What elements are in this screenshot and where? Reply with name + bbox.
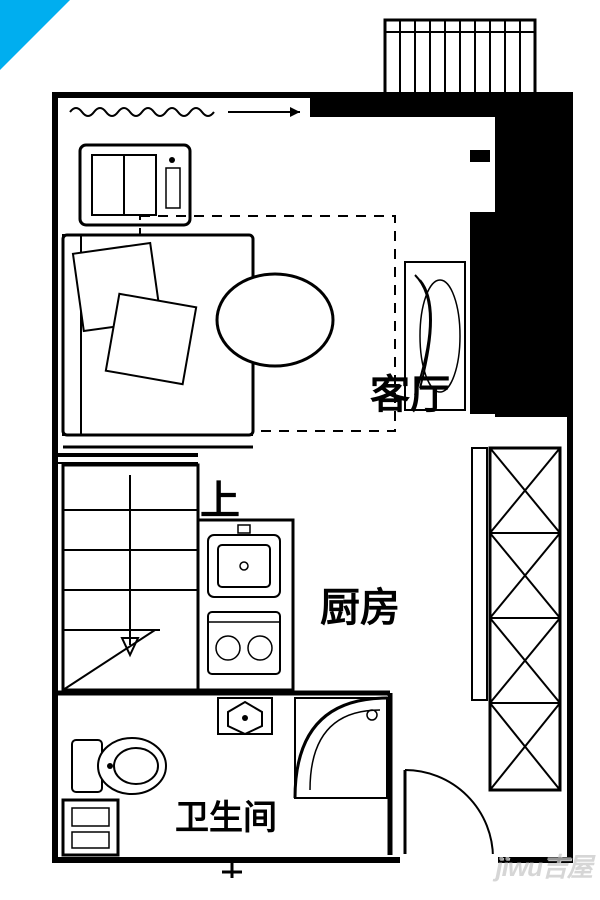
window-wave (70, 107, 300, 117)
washer (63, 800, 118, 855)
column (472, 448, 487, 700)
floorplan-canvas: 客厅 上 厨房 卫生间 jiwu吉屋 (0, 0, 600, 900)
balcony (385, 20, 535, 95)
coffee-table (217, 274, 333, 366)
wall-top-right (310, 95, 570, 117)
basin (218, 698, 272, 734)
watermark: jiwu吉屋 (495, 847, 592, 884)
floorplan-svg (0, 0, 600, 900)
stairs (63, 465, 198, 690)
wall-tv (470, 212, 495, 414)
label-kitchen: 厨房 (320, 575, 400, 633)
right-cabinets (490, 448, 560, 790)
corner-decoration (0, 0, 70, 70)
label-bathroom: 卫生间 (175, 790, 277, 839)
toilet (72, 738, 166, 794)
appliance-top (80, 145, 190, 225)
pillar (470, 150, 490, 162)
label-living-room: 客厅 (370, 362, 450, 420)
shower (295, 698, 387, 798)
label-up: 上 (200, 468, 240, 526)
kitchen-counter (198, 520, 293, 690)
wall-right-vertical (495, 117, 570, 417)
